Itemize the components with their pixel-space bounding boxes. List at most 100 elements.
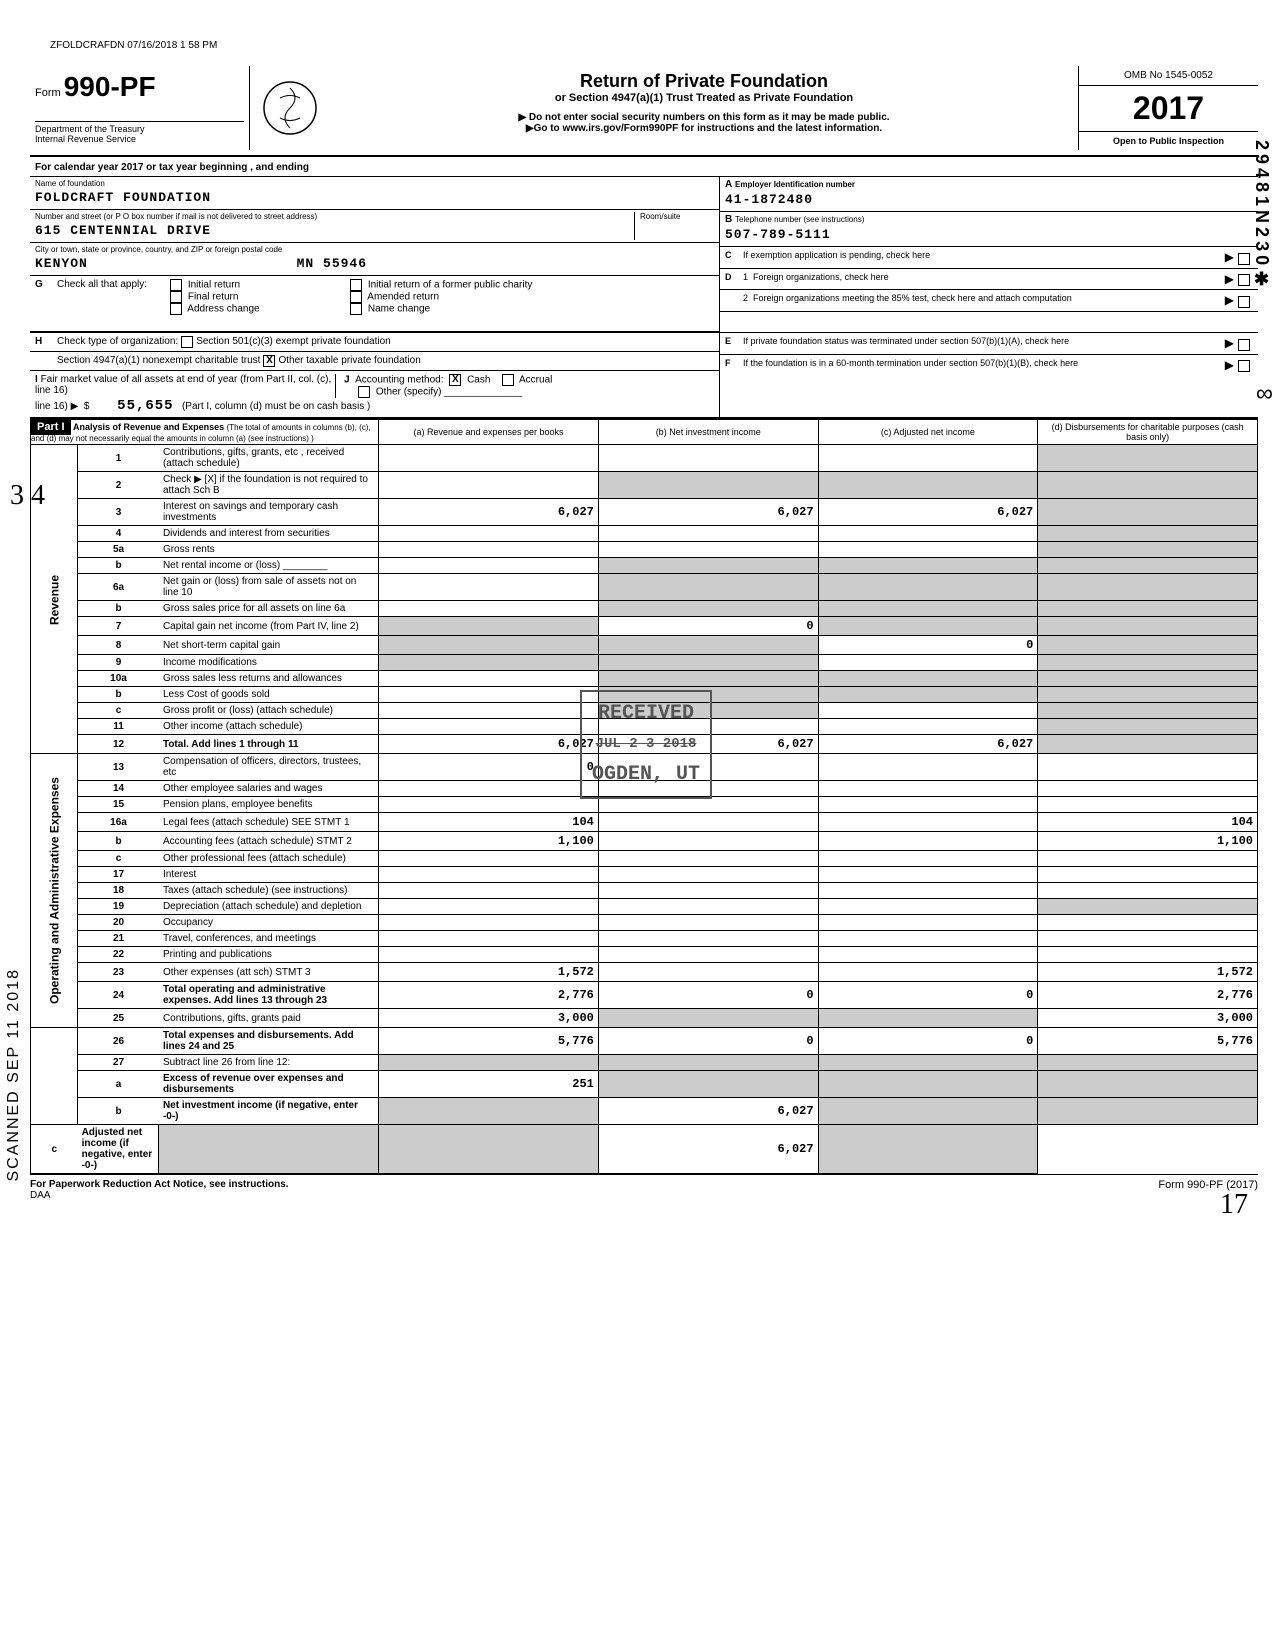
value-cell-c — [818, 899, 1038, 915]
city-value: KENYON — [35, 256, 88, 271]
value-cell-d — [1038, 574, 1258, 601]
value-cell-a: 0 — [379, 754, 599, 781]
line-description: Interest — [159, 867, 379, 883]
checkbox-former-charity[interactable] — [350, 279, 362, 291]
value-cell-b — [598, 963, 818, 982]
table-row: 4Dividends and interest from securities — [31, 526, 1258, 542]
value-cell-c — [818, 1009, 1038, 1028]
table-row: 2Check ▶ [X] if the foundation is not re… — [31, 472, 1258, 499]
line-description: Taxes (attach schedule) (see instruction… — [159, 883, 379, 899]
table-row: 15Pension plans, employee benefits — [31, 797, 1258, 813]
section-f-prefix: F — [725, 358, 743, 373]
line-description: Other expenses (att sch) STMT 3 — [159, 963, 379, 982]
value-cell-b — [598, 867, 818, 883]
opt-initial-return: Initial return — [188, 280, 240, 291]
value-cell-c — [818, 1071, 1038, 1098]
line-number: c — [31, 1125, 78, 1174]
checkbox-foreign-org[interactable] — [1238, 274, 1250, 286]
value-cell-a: 6,027 — [379, 499, 599, 526]
table-row: bNet investment income (if negative, ent… — [31, 1098, 1258, 1125]
value-cell-c — [818, 617, 1038, 636]
value-cell-c — [818, 883, 1038, 899]
value-cell-b — [598, 703, 818, 719]
value-cell-d — [1038, 671, 1258, 687]
line-description: Occupancy — [159, 915, 379, 931]
line-number: b — [78, 1098, 159, 1125]
value-cell-c — [818, 931, 1038, 947]
section-f-label: If the foundation is in a 60-month termi… — [743, 358, 1223, 373]
line-description: Gross profit or (loss) (attach schedule) — [159, 703, 379, 719]
value-cell-a — [379, 542, 599, 558]
tax-year: 2017 — [1079, 86, 1258, 131]
value-cell-d — [1038, 703, 1258, 719]
line-number: 27 — [78, 1055, 159, 1071]
infinity-symbol: ∞ — [1256, 380, 1273, 408]
line-description: Check ▶ [X] if the foundation is not req… — [159, 472, 379, 499]
value-cell-d: 1,572 — [1038, 963, 1258, 982]
line-number: b — [78, 601, 159, 617]
value-cell-a — [379, 617, 599, 636]
value-cell-a: 5,776 — [379, 1028, 599, 1055]
value-cell-b — [598, 851, 818, 867]
checkbox-initial-return[interactable] — [170, 279, 182, 291]
table-row: 7Capital gain net income (from Part IV, … — [31, 617, 1258, 636]
line-description: Depreciation (attach schedule) and deple… — [159, 899, 379, 915]
value-cell-b: 6,027 — [598, 1098, 818, 1125]
checkbox-final-return[interactable] — [170, 291, 182, 303]
value-cell-d: 1,100 — [1038, 832, 1258, 851]
value-cell-b — [598, 813, 818, 832]
line-number: 26 — [78, 1028, 159, 1055]
checkbox-address-change[interactable] — [170, 303, 182, 315]
value-cell-d: 5,776 — [1038, 1028, 1258, 1055]
table-row: Revenue1Contributions, gifts, grants, et… — [31, 445, 1258, 472]
checkbox-60-month[interactable] — [1238, 360, 1250, 372]
value-cell-c: 0 — [818, 1028, 1038, 1055]
section-e-prefix: E — [725, 336, 743, 351]
value-cell-b — [598, 883, 818, 899]
value-cell-d — [1038, 915, 1258, 931]
table-row: Operating and Administrative Expenses13C… — [31, 754, 1258, 781]
line-description: Subtract line 26 from line 12: — [159, 1055, 379, 1071]
form-prefix: Form — [35, 87, 61, 99]
table-row: 9Income modifications — [31, 655, 1258, 671]
table-row: 23Other expenses (att sch) STMT 31,5721,… — [31, 963, 1258, 982]
line-number: b — [78, 832, 159, 851]
checkbox-accrual[interactable] — [502, 374, 514, 386]
value-cell-b — [598, 1055, 818, 1071]
checkbox-name-change[interactable] — [350, 303, 362, 315]
state-zip-value: MN 55946 — [297, 256, 367, 271]
line-number: 20 — [78, 915, 159, 931]
value-cell-d — [1038, 1098, 1258, 1125]
value-cell-d — [1038, 719, 1258, 735]
value-cell-a — [379, 601, 599, 617]
section-b-prefix: B — [725, 214, 732, 225]
value-cell-b — [598, 931, 818, 947]
checkbox-other-method[interactable] — [358, 386, 370, 398]
table-row: cAdjusted net income (if negative, enter… — [31, 1125, 1258, 1174]
line-description: Gross sales less returns and allowances — [159, 671, 379, 687]
table-row: 22Printing and publications — [31, 947, 1258, 963]
value-cell-a — [379, 636, 599, 655]
dept-treasury: Department of the Treasury — [35, 124, 244, 134]
table-row: 3Interest on savings and temporary cash … — [31, 499, 1258, 526]
section-a-prefix: A — [725, 179, 732, 190]
value-cell-c — [818, 832, 1038, 851]
line-description: Legal fees (attach schedule) SEE STMT 1 — [159, 813, 379, 832]
line-number: 8 — [78, 636, 159, 655]
line-number: a — [78, 1071, 159, 1098]
line-number: 19 — [78, 899, 159, 915]
checkbox-501c3[interactable] — [181, 336, 193, 348]
value-cell-d — [1038, 636, 1258, 655]
checkbox-85-test[interactable] — [1238, 296, 1250, 308]
checkbox-exemption-pending[interactable] — [1238, 253, 1250, 265]
checkbox-terminated[interactable] — [1238, 339, 1250, 351]
checkbox-cash[interactable] — [449, 374, 461, 386]
value-cell-a — [379, 655, 599, 671]
checkbox-amended-return[interactable] — [350, 291, 362, 303]
value-cell-a — [379, 947, 599, 963]
value-cell-a — [379, 671, 599, 687]
value-cell-b — [598, 754, 818, 781]
table-row: 24Total operating and administrative exp… — [31, 982, 1258, 1009]
checkbox-other-taxable[interactable] — [263, 355, 275, 367]
value-cell-c — [818, 813, 1038, 832]
